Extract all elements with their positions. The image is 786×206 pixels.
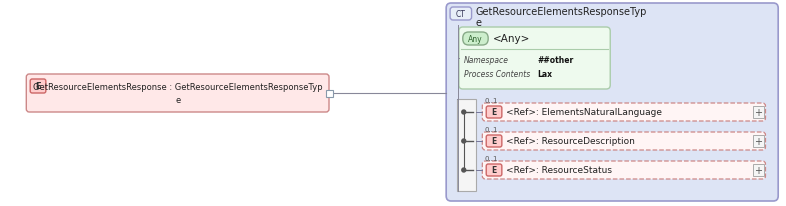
FancyBboxPatch shape bbox=[487, 164, 501, 176]
Text: 0..1: 0..1 bbox=[484, 126, 498, 132]
Text: GetResourceElementsResponse : GetResourceElementsResponseTyp: GetResourceElementsResponse : GetResourc… bbox=[33, 83, 322, 92]
Text: : ResourceDescription: : ResourceDescription bbox=[533, 137, 635, 146]
Text: Any: Any bbox=[468, 35, 483, 44]
FancyBboxPatch shape bbox=[30, 80, 46, 94]
Bar bbox=[753, 107, 763, 118]
Text: <Ref>: <Ref> bbox=[505, 137, 536, 146]
Text: e: e bbox=[175, 96, 180, 105]
Bar bbox=[326, 91, 333, 97]
Text: +: + bbox=[755, 165, 762, 175]
Text: E: E bbox=[491, 137, 497, 146]
Bar bbox=[753, 164, 763, 176]
FancyBboxPatch shape bbox=[483, 103, 766, 121]
FancyBboxPatch shape bbox=[487, 107, 501, 118]
Text: <Any>: <Any> bbox=[493, 34, 531, 44]
Circle shape bbox=[462, 168, 466, 172]
Circle shape bbox=[462, 139, 466, 143]
Text: E: E bbox=[491, 108, 497, 117]
Text: <Ref>: <Ref> bbox=[505, 166, 536, 175]
Text: ##other: ##other bbox=[537, 56, 573, 65]
FancyBboxPatch shape bbox=[450, 8, 472, 21]
FancyBboxPatch shape bbox=[463, 33, 488, 46]
Text: CT: CT bbox=[456, 10, 466, 19]
Text: +: + bbox=[755, 136, 762, 146]
Circle shape bbox=[462, 110, 466, 115]
Text: : ResourceStatus: : ResourceStatus bbox=[533, 166, 612, 175]
Bar bbox=[753, 135, 763, 147]
Text: Namespace: Namespace bbox=[464, 56, 509, 65]
FancyBboxPatch shape bbox=[483, 161, 766, 179]
Bar bbox=[457, 99, 476, 191]
Text: <Ref>: <Ref> bbox=[505, 108, 536, 117]
Text: Process Contents: Process Contents bbox=[464, 70, 530, 79]
Text: +: + bbox=[755, 108, 762, 117]
Text: : ElementsNaturalLanguage: : ElementsNaturalLanguage bbox=[533, 108, 662, 117]
FancyBboxPatch shape bbox=[459, 28, 610, 90]
FancyBboxPatch shape bbox=[487, 135, 501, 147]
FancyBboxPatch shape bbox=[483, 132, 766, 150]
Text: Lax: Lax bbox=[537, 70, 552, 79]
Text: e: e bbox=[476, 18, 482, 28]
Text: 0..1: 0..1 bbox=[484, 97, 498, 103]
Text: GetResourceElementsResponseTyp: GetResourceElementsResponseTyp bbox=[476, 7, 647, 17]
Text: E: E bbox=[35, 82, 41, 91]
Text: 0..1: 0..1 bbox=[484, 155, 498, 161]
FancyBboxPatch shape bbox=[446, 4, 778, 201]
Text: E: E bbox=[491, 166, 497, 175]
FancyBboxPatch shape bbox=[26, 75, 329, 112]
